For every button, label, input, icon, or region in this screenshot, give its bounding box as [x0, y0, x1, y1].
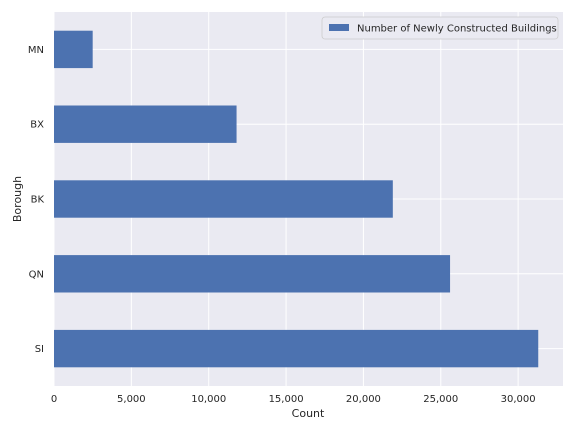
- legend-swatch: [329, 24, 349, 31]
- x-tick-label: 10,000: [191, 394, 226, 405]
- y-tick-label: BK: [31, 195, 45, 206]
- y-tick-label: SI: [35, 344, 44, 355]
- legend: Number of Newly Constructed Buildings: [321, 16, 559, 40]
- x-tick-label: 25,000: [423, 394, 458, 405]
- x-tick-label: 0: [51, 394, 57, 405]
- y-axis-title: Borough: [11, 176, 24, 222]
- y-tick-label: QN: [29, 269, 44, 280]
- bar-bk: [54, 180, 393, 218]
- x-axis-title: Count: [292, 407, 325, 420]
- bars: [54, 30, 539, 368]
- legend-label: Number of Newly Constructed Buildings: [357, 24, 557, 35]
- y-tick-label: MN: [28, 45, 44, 56]
- y-tick-label: BX: [30, 120, 44, 131]
- x-tick-label: 30,000: [501, 394, 536, 405]
- legend-box: [321, 16, 559, 40]
- bar-qn: [54, 255, 451, 293]
- x-tick-label: 5,000: [117, 394, 146, 405]
- x-tick-labels: 0 5,000 10,000 15,000 20,000 25,000 30,000: [51, 394, 536, 405]
- bar-si: [54, 329, 539, 368]
- x-tick-label: 20,000: [346, 394, 381, 405]
- bar-mn: [54, 30, 93, 69]
- x-tick-label: 15,000: [269, 394, 304, 405]
- bar-bx: [54, 105, 237, 143]
- y-tick-labels: SI QN BK BX MN: [28, 45, 45, 355]
